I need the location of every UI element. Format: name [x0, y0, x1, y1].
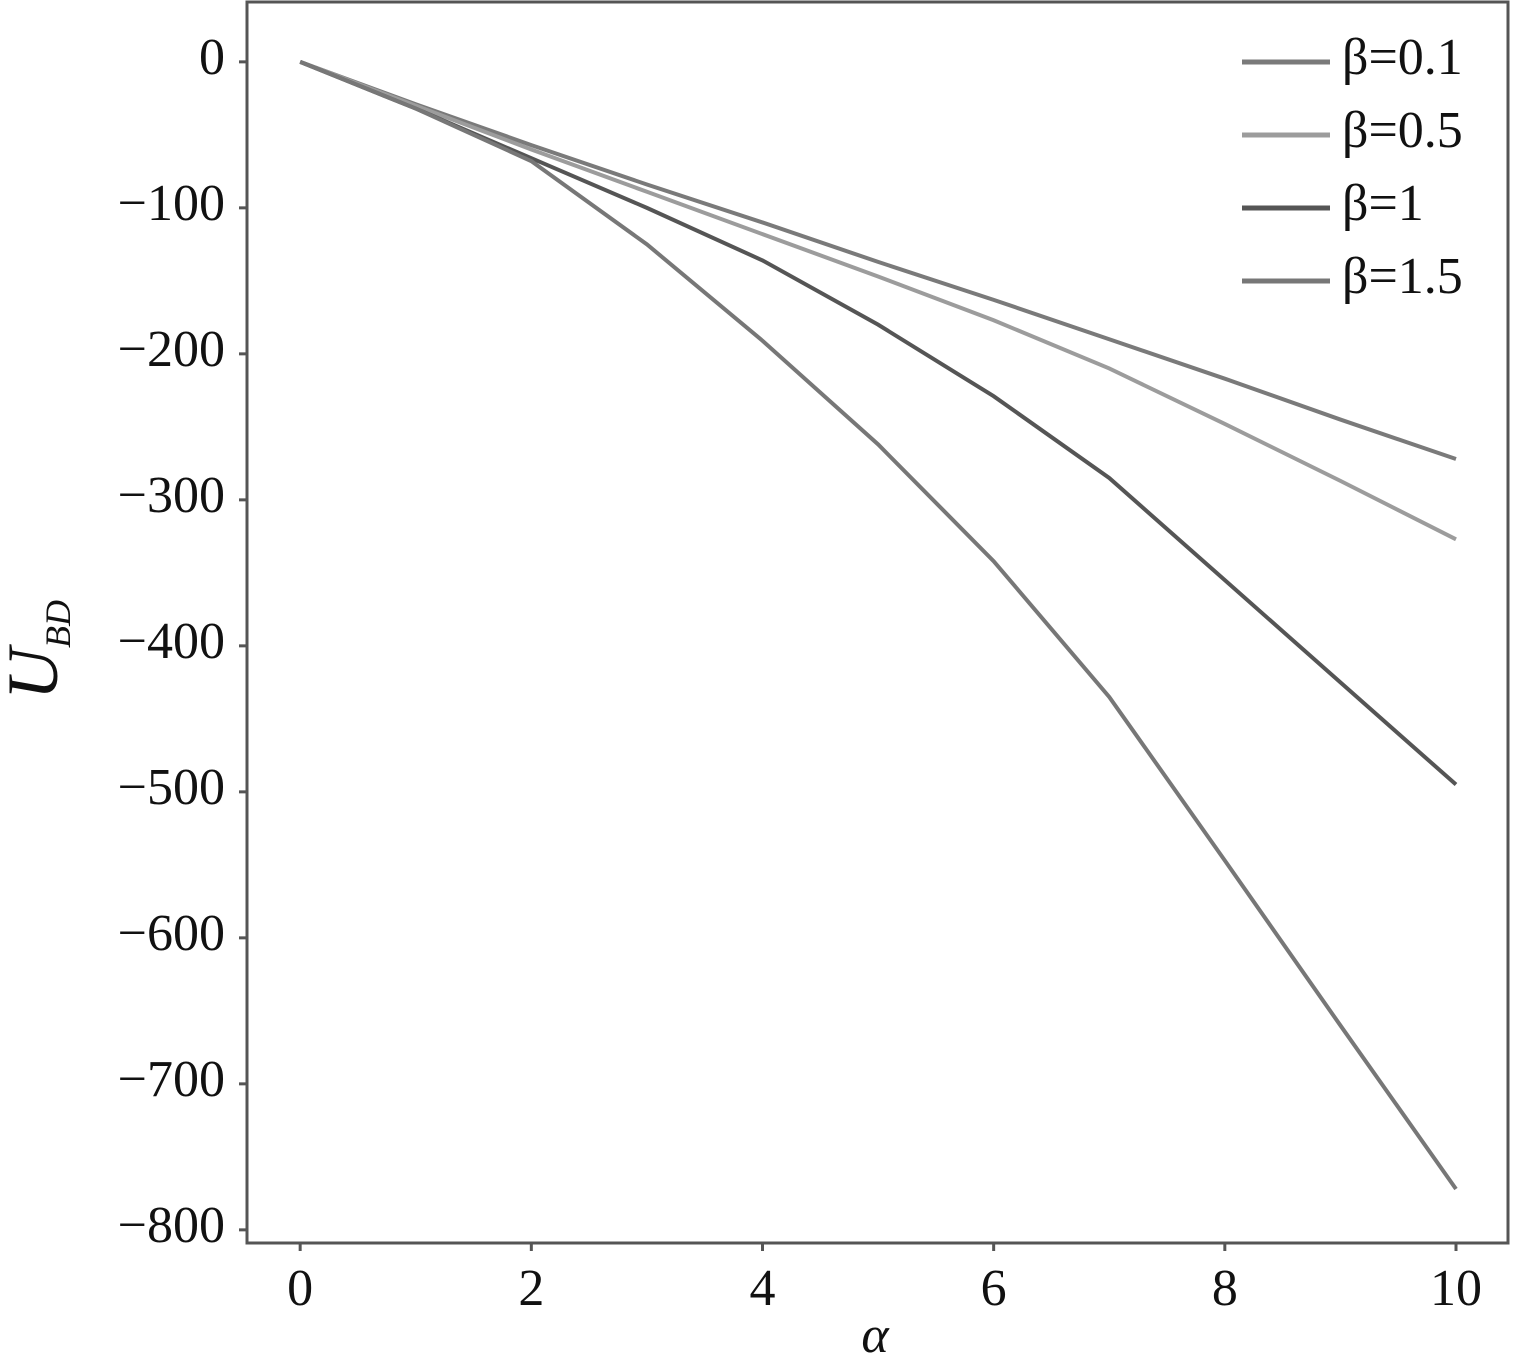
x-tick-label: 2 — [518, 1260, 544, 1317]
y-tick-label: 0 — [199, 29, 225, 86]
line — [299, 60, 1458, 787]
legend-label: β=0.5 — [1342, 102, 1463, 159]
x-tick-label: 6 — [981, 1260, 1007, 1317]
y-tick-label: −100 — [118, 175, 225, 232]
legend-label: β=1.5 — [1342, 248, 1463, 305]
legend-label: β=1 — [1342, 175, 1424, 232]
x-tick-label: 0 — [287, 1260, 313, 1317]
y-tick-label: −400 — [118, 613, 225, 670]
x-tick-label: 4 — [749, 1260, 775, 1317]
y-tick-label: −600 — [118, 905, 225, 962]
y-tick-label: −700 — [118, 1051, 225, 1108]
line — [299, 59, 1457, 461]
y-tick-label: −500 — [118, 759, 225, 816]
line — [299, 59, 1457, 542]
y-label-main: U — [0, 644, 73, 700]
x-tick-label: 10 — [1430, 1260, 1482, 1317]
line — [299, 60, 1458, 1191]
y-tick-label: −300 — [118, 467, 225, 524]
plot-frame — [245, 0, 1510, 1245]
y-tick-label: −800 — [118, 1197, 225, 1254]
y-axis-label: UBD — [0, 600, 78, 700]
y-label-sub: BD — [38, 600, 78, 648]
x-axis-label: α — [861, 1307, 890, 1364]
y-tick-label: −200 — [118, 321, 225, 378]
x-tick-label: 8 — [1212, 1260, 1238, 1317]
legend-label: β=0.1 — [1342, 29, 1463, 86]
